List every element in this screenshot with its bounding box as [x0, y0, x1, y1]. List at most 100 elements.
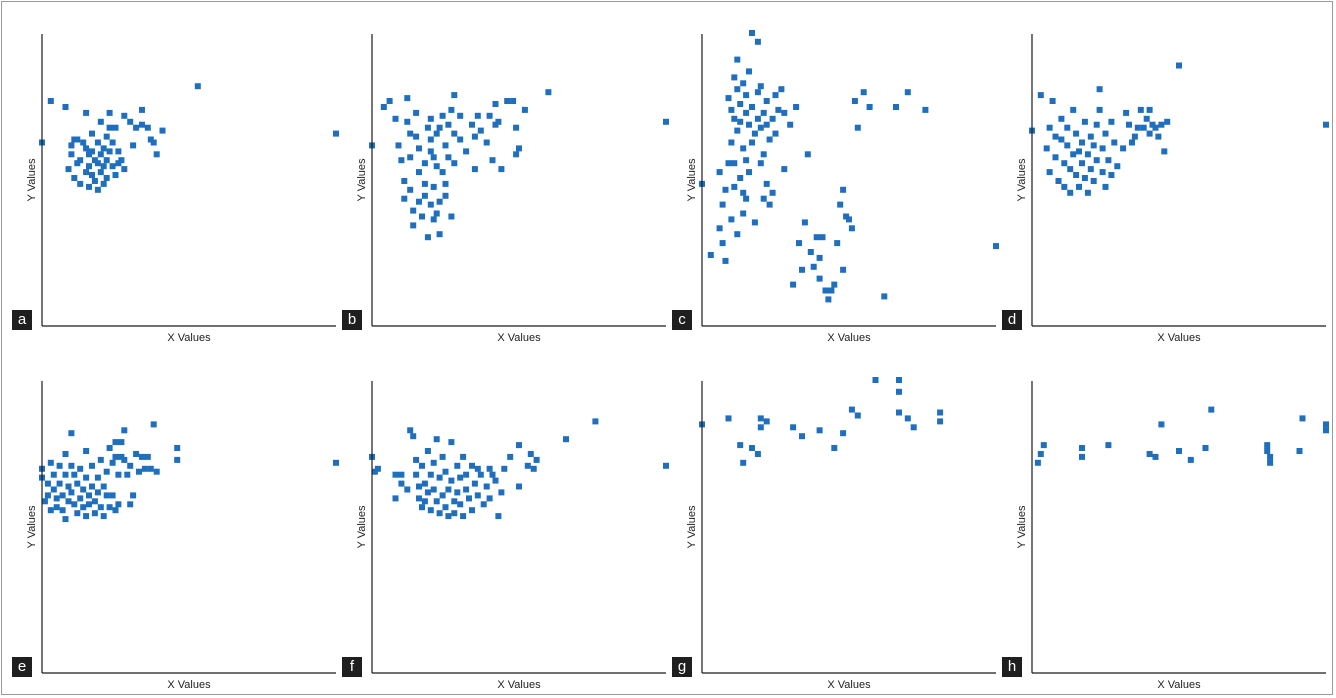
scatter-point [872, 377, 879, 383]
scatter-point [1099, 145, 1106, 152]
scatter-point [89, 148, 95, 155]
scatter-point [737, 442, 744, 449]
scatter-point [1070, 151, 1077, 158]
scatter-panel-h: X Values Y Values h [1000, 357, 1329, 691]
scatter-point [91, 178, 98, 184]
scatter-point [80, 139, 87, 146]
scatter-point [97, 169, 104, 176]
scatter-point [159, 127, 166, 134]
scatter-point [424, 489, 431, 496]
scatter-point [106, 124, 113, 131]
scatter-point [740, 80, 747, 87]
scatter-point [68, 489, 75, 496]
scatter-point [763, 418, 770, 425]
scatter-point [374, 465, 381, 472]
scatter-panel-e: X Values Y Values e [10, 357, 339, 691]
scatter-point [1099, 169, 1106, 176]
scatter-point [896, 388, 902, 395]
scatter-point [100, 483, 107, 490]
scatter-point [392, 471, 399, 478]
scatter-point [1176, 62, 1182, 69]
scatter-point [436, 124, 443, 131]
scatter-point [404, 486, 411, 493]
scatter-point [442, 192, 449, 199]
scatter-panel-b: X Values Y Values b [340, 10, 669, 344]
scatter-point [1064, 124, 1071, 131]
scatter-point [68, 151, 75, 158]
scatter-point [65, 166, 72, 173]
scatter-point [1267, 459, 1274, 466]
scatter-point [421, 480, 428, 487]
scatter-point [772, 92, 779, 99]
scatter-point [725, 415, 732, 422]
scatter-point [766, 136, 773, 143]
scatter-point [1046, 124, 1053, 131]
scatter-point [44, 480, 51, 487]
scatter-point [150, 421, 157, 428]
scatter-point [731, 160, 738, 167]
scatter-point [109, 459, 116, 466]
scatter-point [445, 154, 452, 161]
scatter-point [1102, 130, 1109, 137]
scatter-point [1037, 451, 1044, 457]
scatter-point [89, 130, 95, 137]
scatter-point [754, 451, 761, 457]
scatter-point [457, 501, 464, 508]
scatter-point [97, 504, 104, 511]
scatter-point [1134, 124, 1141, 131]
scatter-point [430, 154, 437, 161]
scatter-point [471, 480, 478, 487]
scatter-plot: X Values Y Values [686, 377, 996, 691]
scatter-point [451, 160, 458, 167]
scatter-point [109, 139, 116, 146]
panel-tag: c [672, 310, 692, 330]
scatter-point [86, 163, 92, 170]
scatter-point [760, 151, 767, 158]
scatter-point [1067, 166, 1074, 173]
scatter-point [804, 151, 811, 158]
scatter-point [474, 112, 481, 119]
scatter-point [910, 424, 917, 431]
scatter-points [1034, 406, 1329, 466]
scatter-point [749, 139, 755, 146]
scatter-point [746, 169, 752, 176]
scatter-point [442, 142, 449, 149]
scatter-point [77, 157, 84, 164]
scatter-point [1264, 442, 1271, 449]
scatter-point [454, 462, 461, 469]
scatter-point [533, 456, 540, 463]
panel-tag: d [1002, 310, 1022, 330]
scatter-point [1052, 154, 1059, 161]
scatter-point [62, 451, 69, 457]
scatter-point [427, 115, 434, 122]
scatter-point [816, 275, 823, 282]
scatter-point [778, 86, 785, 93]
scatter-point [471, 133, 478, 140]
scatter-point [83, 109, 90, 116]
scatter-point [62, 104, 69, 110]
scatter-point [407, 186, 414, 193]
scatter-point [896, 409, 902, 416]
scatter-point [1267, 453, 1274, 460]
scatter-point [1043, 145, 1050, 152]
scatter-point [825, 296, 832, 303]
scatter-point [530, 465, 537, 472]
scatter-point [433, 436, 440, 443]
scatter-point [83, 145, 90, 152]
panel-tag: e [12, 657, 32, 677]
scatter-point [457, 474, 464, 481]
scatter-point [139, 106, 145, 113]
x-axis-label: X Values [497, 332, 541, 344]
scatter-point [513, 151, 520, 158]
scatter-point [419, 213, 425, 220]
scatter-point [731, 115, 738, 122]
scatter-point [91, 510, 98, 517]
scatter-point [421, 160, 428, 167]
scatter-point [53, 495, 60, 502]
scatter-point [404, 118, 411, 125]
scatter-point [725, 95, 732, 102]
scatter-point [103, 175, 110, 181]
scatter-point [421, 498, 428, 505]
y-axis-label: Y Values [356, 158, 368, 202]
scatter-point [56, 480, 63, 487]
